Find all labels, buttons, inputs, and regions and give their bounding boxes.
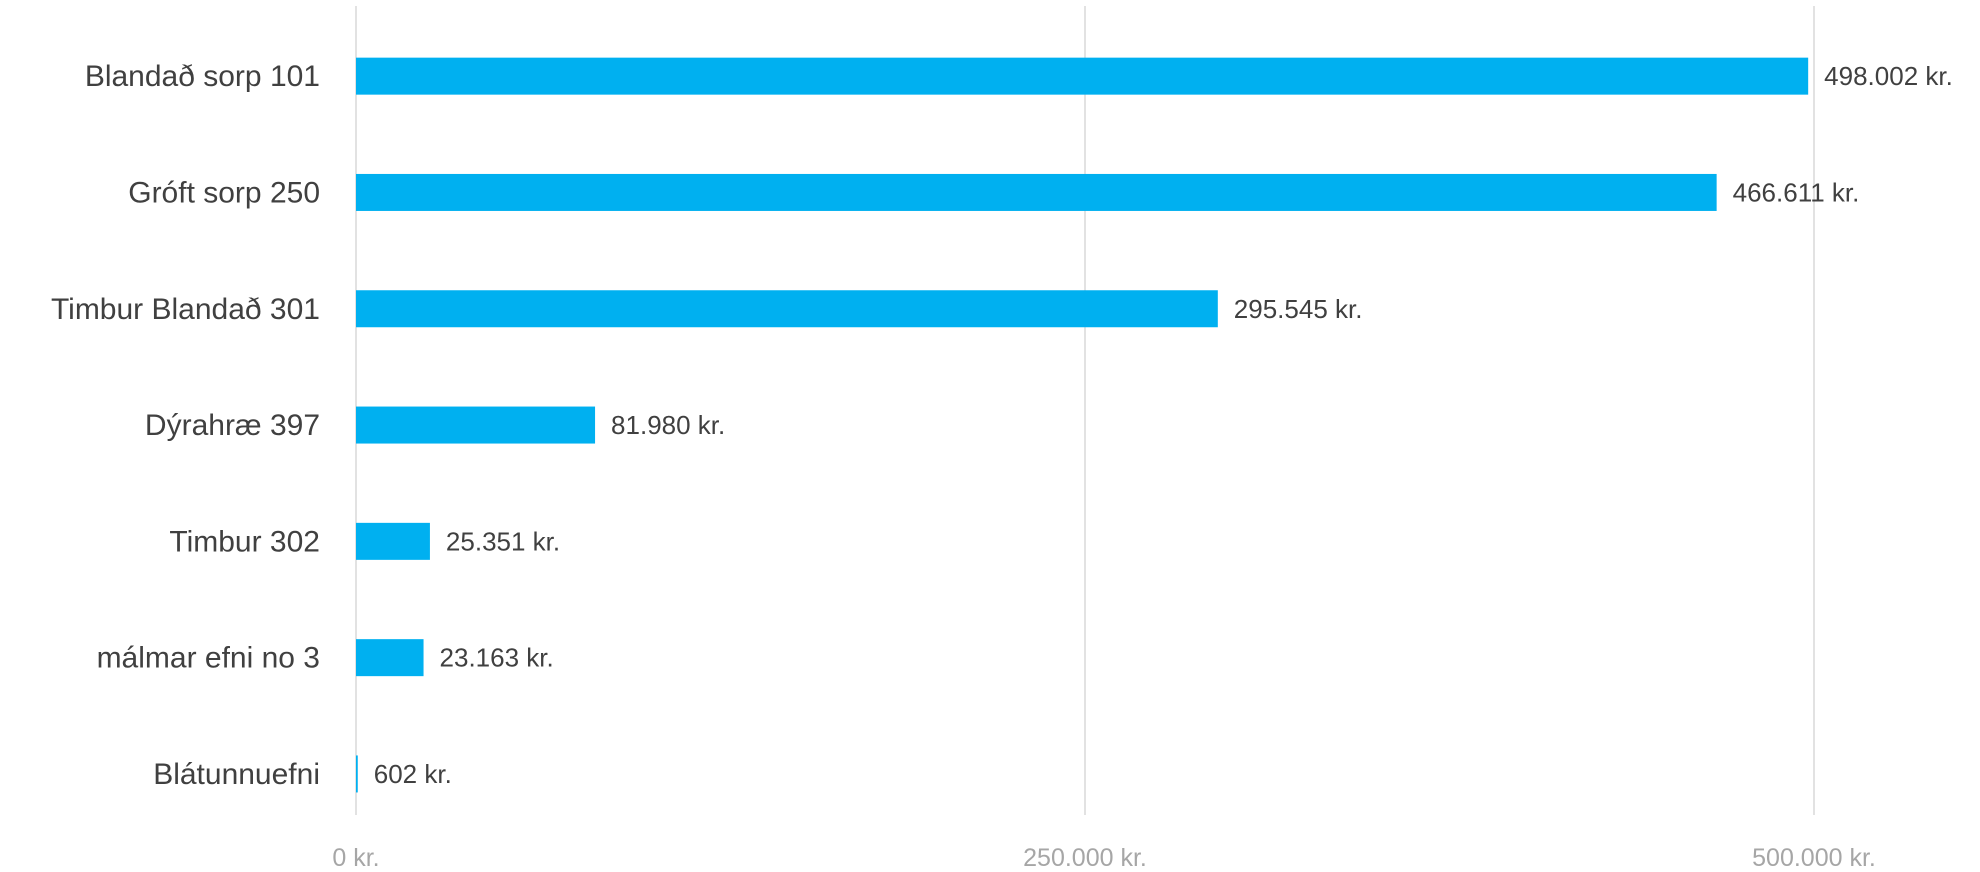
category-label: Blátunnuefni — [153, 758, 320, 791]
bar — [356, 639, 424, 677]
category-label: Gróft sorp 250 — [128, 176, 320, 209]
data-label: 81.980 kr. — [611, 410, 725, 440]
x-tick-label: 250.000 kr. — [1023, 844, 1147, 872]
bar — [356, 755, 358, 793]
data-label: 466.611 kr. — [1733, 177, 1860, 207]
x-tick-label: 0 kr. — [332, 844, 379, 872]
bar — [356, 406, 596, 444]
labels: 0 kr. 250.000 kr. 500.000 kr. Blandað sorp … — [51, 60, 1953, 872]
category-label: Timbur Blandað 301 — [51, 293, 320, 326]
data-label: 498.002 kr. — [1824, 61, 1953, 91]
bar — [356, 522, 430, 560]
data-label: 295.545 kr. — [1234, 294, 1363, 324]
data-label: 23.163 kr. — [440, 643, 554, 673]
bar — [356, 290, 1218, 328]
category-label: Blandað sorp 101 — [85, 60, 320, 93]
category-label: Dýrahræ 397 — [145, 409, 320, 442]
x-tick-label: 500.000 kr. — [1752, 844, 1876, 872]
bar — [356, 57, 1809, 95]
category-label: málmar efni no 3 — [97, 642, 320, 675]
data-label: 602 kr. — [374, 759, 452, 789]
category-label: Timbur 302 — [169, 525, 320, 558]
data-label: 25.351 kr. — [446, 526, 560, 556]
bars — [356, 57, 1809, 793]
bar — [356, 173, 1717, 211]
